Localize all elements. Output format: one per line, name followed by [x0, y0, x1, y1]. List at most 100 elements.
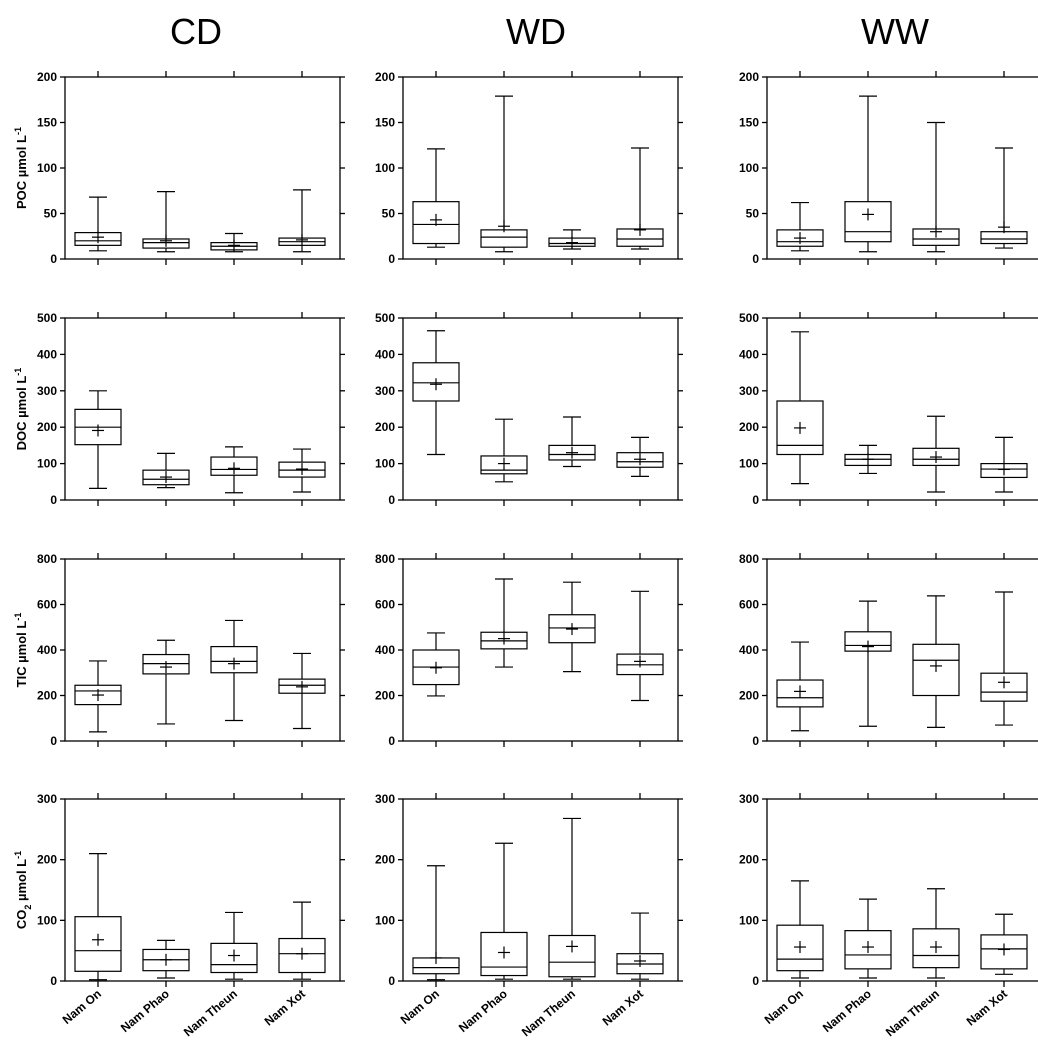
- panel-doc-wd: 0 100 200 300 400 500: [375, 311, 683, 507]
- box-nam-on: [776, 201, 824, 252]
- category-label: Nam Theun: [519, 987, 578, 1040]
- panel-tic-ww: 0 200 400 600 800: [739, 552, 1038, 748]
- y-tick-label: 100: [37, 913, 57, 927]
- box-nam-theun: [912, 121, 960, 253]
- y-tick-label: 0: [388, 252, 395, 266]
- box-nam-xot: [278, 652, 326, 730]
- y-tick-label: 0: [752, 734, 759, 748]
- panel-poc-ww: 0 50 100 150 200: [739, 70, 1038, 266]
- y-tick-label: 200: [375, 420, 395, 434]
- iqr-box: [776, 229, 824, 247]
- iqr-box: [278, 678, 326, 694]
- panel-poc-cd: 0 50 100 150 200: [37, 70, 345, 266]
- y-label-subscript: 2: [23, 905, 33, 910]
- iqr-box: [412, 201, 460, 245]
- y-tick-label: 200: [739, 689, 759, 703]
- panel-poc-wd: 0 50 100 150 200: [375, 70, 683, 266]
- y-tick-label: 200: [37, 689, 57, 703]
- panel-co2-ww: 0 100 200 300 Nam On Nam Phao Nam Theun Nam Xot: [739, 792, 1038, 1039]
- y-tick-label: 0: [388, 493, 395, 507]
- y-tick-label: 300: [37, 384, 57, 398]
- iqr-box: [480, 229, 528, 248]
- column-titles: CD WD WW: [170, 11, 929, 52]
- y-tick-label: 400: [37, 347, 57, 361]
- box-nam-on: [776, 331, 824, 485]
- box-nam-theun: [210, 619, 258, 722]
- box-nam-phao: [142, 939, 190, 979]
- y-label-superscript: -1: [13, 851, 23, 859]
- panel-tic-wd: 0 200 400 600 800: [375, 552, 683, 748]
- plot-frame: [64, 317, 341, 501]
- iqr-box: [142, 469, 190, 486]
- iqr-box: [776, 924, 824, 972]
- y-tick-label: 0: [388, 734, 395, 748]
- box-nam-on: [412, 632, 460, 697]
- iqr-box: [548, 444, 596, 461]
- y-tick-label: 50: [382, 207, 396, 221]
- y-tick-label: 0: [752, 493, 759, 507]
- category-label: Nam Xot: [964, 987, 1010, 1029]
- box-nam-theun: [210, 911, 258, 980]
- y-label-superscript: -1: [13, 127, 23, 135]
- box-nam-phao: [480, 95, 528, 253]
- box-nam-on: [412, 330, 460, 456]
- y-label-main: POC: [14, 177, 29, 209]
- y-tick-label: 600: [739, 598, 759, 612]
- y-label-main: CO: [14, 910, 29, 930]
- category-label: Nam Theun: [181, 987, 240, 1040]
- box-nam-phao: [844, 444, 892, 475]
- category-label: Nam Theun: [883, 987, 942, 1040]
- iqr-box: [912, 447, 960, 467]
- iqr-box: [210, 645, 258, 674]
- y-tick-label: 300: [739, 792, 759, 806]
- plot-frame: [402, 76, 679, 260]
- y-label-main: TIC: [14, 663, 29, 688]
- iqr-box: [912, 643, 960, 697]
- iqr-box: [776, 679, 824, 708]
- y-tick-label: 200: [739, 70, 759, 84]
- plot-frame: [766, 317, 1038, 501]
- y-tick-label: 50: [746, 207, 760, 221]
- y-tick-label: 200: [375, 853, 395, 867]
- y-tick-label: 200: [739, 853, 759, 867]
- y-tick-label: 0: [388, 974, 395, 988]
- y-tick-label: 150: [739, 116, 759, 130]
- iqr-box: [616, 452, 664, 468]
- iqr-box: [210, 942, 258, 974]
- y-tick-label: 50: [44, 207, 58, 221]
- y-label-unit: µmol L: [14, 859, 29, 905]
- box-nam-theun: [210, 232, 258, 253]
- plot-frame: [766, 798, 1038, 982]
- box-nam-theun: [912, 595, 960, 728]
- y-tick-label: 200: [37, 420, 57, 434]
- panel-doc-ww: 0 100 200 300 400 500: [739, 311, 1038, 507]
- y-tick-label: 600: [375, 598, 395, 612]
- y-tick-label: 800: [37, 552, 57, 566]
- y-axis-label-co2: CO2 µmol L-1: [13, 851, 33, 929]
- iqr-box: [844, 201, 892, 243]
- y-tick-label: 100: [375, 913, 395, 927]
- box-nam-theun: [548, 581, 596, 673]
- panel-co2-cd: 0 100 200 300 Nam On Nam Phao Nam Theun Nam Xot: [37, 792, 345, 1039]
- y-tick-label: 0: [50, 252, 57, 266]
- y-axis-label-tic: TIC µmol L-1: [13, 613, 29, 688]
- iqr-box: [912, 928, 960, 969]
- box-nam-on: [74, 196, 122, 252]
- box-nam-theun: [912, 415, 960, 493]
- y-tick-label: 100: [375, 161, 395, 175]
- plot-frame: [402, 317, 679, 501]
- y-tick-label: 200: [375, 689, 395, 703]
- y-label-unit: µmol L: [14, 135, 29, 177]
- box-nam-phao: [480, 578, 528, 668]
- y-tick-label: 300: [375, 384, 395, 398]
- box-nam-theun: [548, 416, 596, 468]
- box-nam-phao: [142, 191, 190, 253]
- box-nam-on: [74, 660, 122, 733]
- category-label: Nam On: [60, 987, 104, 1027]
- plot-frame: [64, 558, 341, 742]
- iqr-box: [210, 456, 258, 476]
- y-label-main: DOC: [14, 418, 29, 451]
- category-label: Nam Phao: [456, 987, 510, 1035]
- y-tick-label: 100: [37, 457, 57, 471]
- y-tick-label: 800: [739, 552, 759, 566]
